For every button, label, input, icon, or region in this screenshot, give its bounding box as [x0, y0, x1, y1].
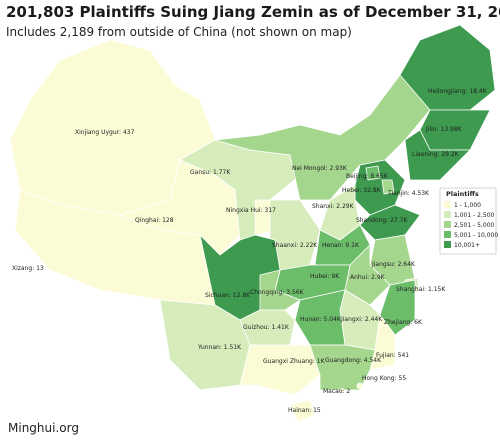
region-label: Liaoning: 29.2K — [412, 151, 460, 158]
region — [239, 344, 321, 396]
region-label: Chongqing: 3.56K — [250, 289, 305, 296]
regions — [9, 24, 496, 423]
region-label: Shandong: 27.7K — [356, 217, 408, 224]
region — [289, 399, 316, 423]
legend-label: 5,001 - 10,000 — [454, 232, 498, 239]
legend: Plaintiffs 1 - 1,000 1,001 - 2,500 2,501… — [439, 187, 498, 255]
region-label: Hebei: 32.8K — [342, 187, 382, 194]
region-label: Zhejiang: 6K — [384, 319, 423, 326]
region-label: Ningxia Hui: 317 — [226, 207, 276, 214]
region-label: Heilongjiang: 18.4K — [428, 88, 488, 95]
legend-label: 2,501 - 5,000 — [454, 222, 495, 229]
region-label: Gansu: 1.77K — [190, 169, 231, 176]
region-label: Xizang: 13 — [12, 265, 44, 272]
region-label: Guizhou: 1.41K — [243, 324, 290, 331]
legend-swatch — [444, 211, 451, 218]
region-label: Beijing: 8.65K — [346, 173, 389, 180]
region-label: Hunan: 5.04K — [300, 316, 342, 323]
legend-label: 1 - 1,000 — [454, 202, 481, 209]
region-label: Fujian: 541 — [376, 352, 409, 359]
region-label: Qinghai: 128 — [135, 217, 174, 224]
region-label: Hubei: 9K — [310, 273, 340, 280]
region — [369, 313, 396, 371]
region-label: Yunnan: 1.51K — [197, 344, 242, 351]
legend-swatch — [444, 221, 451, 228]
region-label: Shanxi: 2.29K — [312, 203, 355, 210]
region-label: Henan: 9.1K — [322, 242, 360, 249]
source: Minghui.org — [8, 421, 79, 435]
region-label: Hainan: 15 — [288, 407, 321, 414]
region-label: Hong Kong: 55 — [362, 375, 406, 382]
legend-title: Plaintiffs — [446, 190, 479, 198]
region — [379, 279, 416, 336]
legend-swatch — [444, 241, 451, 248]
region-label: Xinjiang Uygur: 437 — [75, 129, 135, 136]
region — [356, 382, 364, 390]
region-label: Macao: 2 — [323, 388, 350, 395]
region-label: Shaanxi: 2.22K — [272, 242, 318, 249]
region-label: Jiangsu: 2.64K — [371, 261, 416, 268]
region-label: Shanghai: 1.15K — [396, 286, 446, 293]
region-labels: Xinjiang Uygur: 437 Xizang: 13 Qinghai: … — [12, 88, 488, 414]
region-label: Guangxi Zhuang: 1K — [263, 358, 326, 365]
region — [365, 165, 381, 181]
region-label: Jilin: 13.98K — [425, 126, 463, 133]
region-label: Jiangxi: 2.44K — [340, 316, 383, 323]
region-label: Anhui: 2.9K — [350, 274, 386, 281]
region-label: Nei Mongol: 2.93K — [292, 165, 348, 172]
legend-swatch — [444, 231, 451, 238]
region — [404, 129, 471, 181]
region-label: Tianjin: 4.53K — [387, 190, 430, 197]
subtitle: Includes 2,189 from outside of China (no… — [6, 25, 352, 39]
legend-label: 10,001+ — [454, 242, 480, 249]
legend-label: 1,001 - 2,500 — [454, 212, 495, 219]
region-label: Sichuan: 12.8K — [205, 292, 251, 299]
region — [381, 179, 395, 195]
region — [309, 344, 376, 391]
region-label: Guangdong: 4.54K — [325, 357, 382, 364]
legend-swatch — [444, 201, 451, 208]
title: 201,803 Plaintiffs Suing Jiang Zemin as … — [6, 3, 500, 21]
region — [339, 388, 345, 394]
